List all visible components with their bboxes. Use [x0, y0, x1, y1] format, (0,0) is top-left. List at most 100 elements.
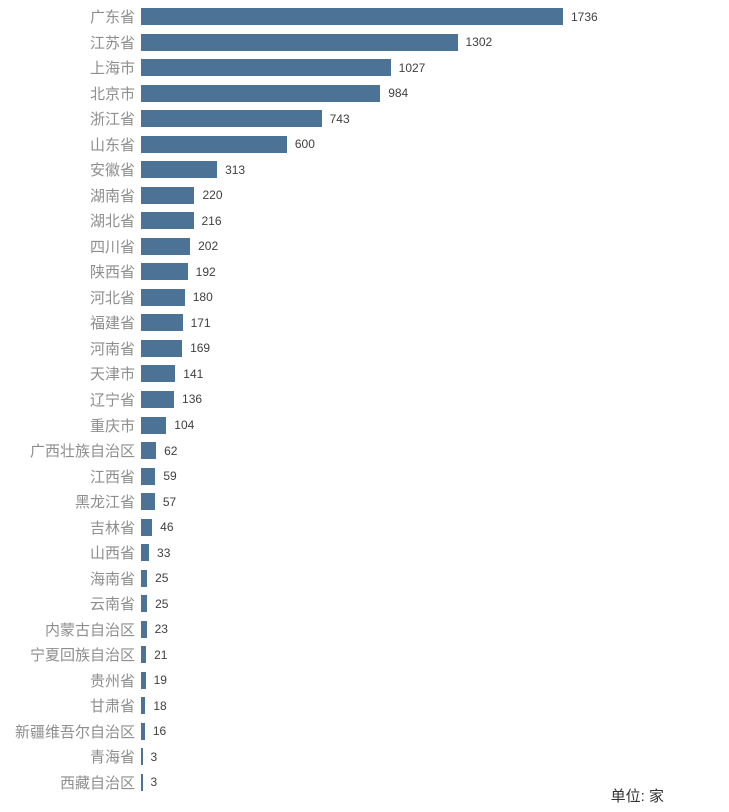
bar — [141, 59, 391, 77]
value-label: 1302 — [465, 35, 493, 50]
category-label: 江西省 — [89, 468, 135, 486]
category-label: 天津市 — [89, 366, 135, 384]
unit-label: 单位: 家 — [610, 788, 664, 805]
value-label: 21 — [154, 647, 168, 662]
bar — [141, 518, 153, 536]
value-label: 16 — [152, 724, 167, 739]
value-label: 313 — [225, 162, 246, 177]
category-label: 辽宁省 — [89, 391, 135, 409]
value-label: 104 — [174, 418, 195, 432]
value-label: 25 — [155, 571, 169, 586]
category-label: 重庆市 — [89, 417, 135, 435]
bar — [141, 288, 185, 306]
category-label: 山西省 — [89, 545, 135, 563]
value-label: 3 — [150, 775, 158, 790]
category-label: 山东省 — [89, 136, 135, 154]
bar-row: 河南省 169 — [0, 336, 729, 362]
bar-chart-rows: 广东省 1736 江苏省 1302 上海市 1027 北京市 984 浙江省 743 山东省 600 安… — [0, 4, 729, 795]
category-label: 陕西省 — [89, 264, 135, 282]
bar-row: 海南省 25 — [0, 565, 729, 591]
category-label: 西藏自治区 — [59, 774, 135, 792]
bar-row: 浙江省 743 — [0, 106, 729, 132]
bar — [141, 314, 183, 332]
bar — [141, 84, 381, 102]
value-label: 220 — [202, 188, 223, 203]
category-label: 四川省 — [89, 238, 135, 256]
value-label: 25 — [155, 596, 169, 611]
category-label: 海南省 — [89, 570, 135, 588]
category-label: 浙江省 — [89, 111, 135, 129]
category-label: 黑龙江省 — [74, 494, 135, 512]
value-label: 33 — [157, 545, 171, 560]
category-label: 青海省 — [89, 749, 135, 767]
value-label: 169 — [190, 341, 211, 356]
category-label: 江苏省 — [89, 34, 135, 52]
category-label: 贵州省 — [89, 672, 135, 690]
category-label: 河北省 — [89, 289, 135, 307]
value-label: 202 — [198, 239, 219, 254]
value-label: 23 — [154, 622, 168, 637]
bar-row: 天津市 141 — [0, 361, 729, 387]
bar-row: 西藏自治区 3 — [0, 769, 729, 795]
bar — [141, 671, 146, 689]
bar — [141, 8, 563, 26]
bar-row: 内蒙古自治区 23 — [0, 616, 729, 642]
bar-row: 江苏省 1302 — [0, 30, 729, 56]
bar — [141, 620, 147, 638]
bar — [141, 135, 287, 153]
value-label: 57 — [162, 494, 177, 509]
bar-row: 湖北省 216 — [0, 208, 729, 234]
bar-row: 北京市 984 — [0, 81, 729, 107]
value-label: 1736 — [571, 9, 598, 24]
bar-row: 宁夏回族自治区 21 — [0, 642, 729, 668]
bar — [141, 544, 150, 562]
bar — [141, 442, 157, 460]
bar — [141, 263, 188, 281]
bar-row: 安徽省 313 — [0, 157, 729, 183]
category-label: 湖南省 — [89, 187, 135, 205]
value-label: 180 — [192, 290, 213, 305]
bar-row: 湖南省 220 — [0, 183, 729, 209]
category-label: 湖北省 — [89, 213, 135, 231]
bar — [141, 697, 146, 715]
value-label: 46 — [160, 520, 174, 535]
bar-row: 广东省 1736 — [0, 4, 729, 30]
category-label: 吉林省 — [89, 519, 135, 537]
value-label: 1027 — [398, 60, 426, 75]
value-label: 216 — [201, 213, 222, 228]
value-label: 192 — [195, 264, 216, 279]
category-label: 北京市 — [89, 85, 135, 103]
value-label: 600 — [294, 137, 315, 152]
category-label: 宁夏回族自治区 — [29, 647, 135, 665]
bar-row: 福建省 171 — [0, 310, 729, 336]
category-label: 甘肃省 — [89, 698, 135, 716]
category-label: 新疆维吾尔自治区 — [14, 723, 135, 741]
value-label: 59 — [163, 469, 177, 484]
bar — [141, 569, 148, 587]
category-label: 广西壮族自治区 — [29, 443, 135, 461]
bar-row: 河北省 180 — [0, 285, 729, 311]
bar — [141, 493, 155, 511]
category-label: 广东省 — [89, 9, 135, 27]
bar — [141, 722, 145, 740]
value-label: 19 — [153, 673, 167, 688]
bar — [141, 161, 218, 179]
bar — [141, 467, 156, 485]
bar — [141, 339, 183, 357]
value-label: 62 — [164, 443, 178, 458]
category-label: 云南省 — [89, 596, 135, 614]
category-label: 河南省 — [89, 340, 135, 358]
bar-row: 陕西省 192 — [0, 259, 729, 285]
bar — [141, 773, 143, 791]
value-label: 136 — [182, 392, 203, 407]
bar — [141, 646, 147, 664]
value-label: 743 — [329, 111, 350, 126]
bar-row: 重庆市 104 — [0, 412, 729, 438]
category-label: 内蒙古自治区 — [44, 621, 135, 639]
bar — [141, 595, 148, 613]
bar-row: 云南省 25 — [0, 591, 729, 617]
bar-row: 广西壮族自治区 62 — [0, 438, 729, 464]
bar-row: 甘肃省 18 — [0, 693, 729, 719]
bar — [141, 365, 176, 383]
